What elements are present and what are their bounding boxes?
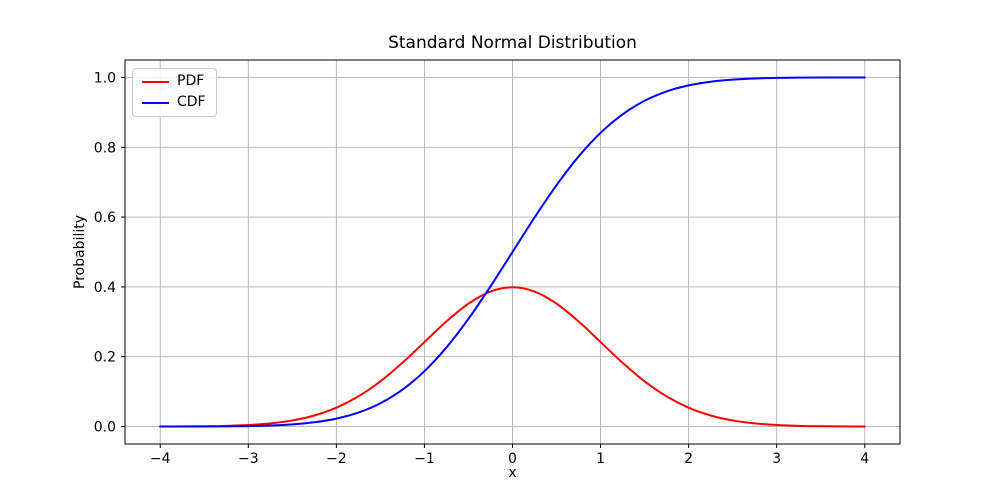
y-tick-label: 1.0 — [94, 70, 116, 86]
y-axis-label: Probability — [72, 214, 88, 290]
legend: PDF CDF — [132, 68, 217, 117]
cdf-line-swatch — [142, 102, 169, 105]
x-tick-label: 0 — [508, 451, 517, 467]
x-tick-label: 3 — [772, 451, 781, 467]
cdf-curve — [159, 76, 866, 428]
y-tick-label: 0.0 — [94, 420, 116, 436]
x-axis-label: x — [508, 465, 517, 481]
pdf-line-swatch — [142, 80, 169, 83]
legend-entry-cdf: CDF — [142, 94, 206, 111]
legend-label-pdf: PDF — [177, 73, 205, 89]
y-tick-label: 0.6 — [94, 210, 116, 226]
y-tick-label: 0.2 — [94, 350, 116, 366]
x-tick-label: 1 — [596, 451, 605, 467]
chart-title: Standard Normal Distribution — [388, 33, 637, 53]
x-tick-label: −4 — [150, 451, 171, 467]
pdf-curve — [159, 286, 866, 428]
y-tick-label: 0.8 — [94, 140, 116, 156]
x-tick-label: 2 — [684, 451, 693, 467]
legend-entry-pdf: PDF — [142, 73, 206, 89]
x-tick-label: −2 — [326, 451, 347, 467]
y-tick-label: 0.4 — [94, 280, 116, 296]
x-tick-label: −1 — [414, 451, 435, 467]
x-tick-label: 4 — [860, 451, 869, 467]
legend-label-cdf: CDF — [177, 94, 206, 111]
x-tick-label: −3 — [238, 451, 259, 467]
